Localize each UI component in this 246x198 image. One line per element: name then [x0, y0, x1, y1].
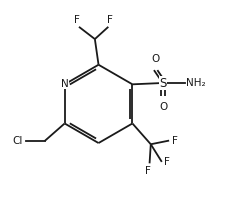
Text: N: N: [61, 79, 69, 89]
Text: NH₂: NH₂: [186, 78, 206, 88]
Text: F: F: [145, 166, 151, 176]
Text: F: F: [107, 15, 113, 25]
Text: F: F: [74, 15, 80, 25]
Text: F: F: [164, 157, 170, 167]
Text: S: S: [159, 77, 167, 90]
Text: O: O: [152, 54, 160, 64]
Text: F: F: [171, 136, 177, 146]
Text: O: O: [159, 102, 167, 112]
Text: Cl: Cl: [12, 136, 23, 146]
